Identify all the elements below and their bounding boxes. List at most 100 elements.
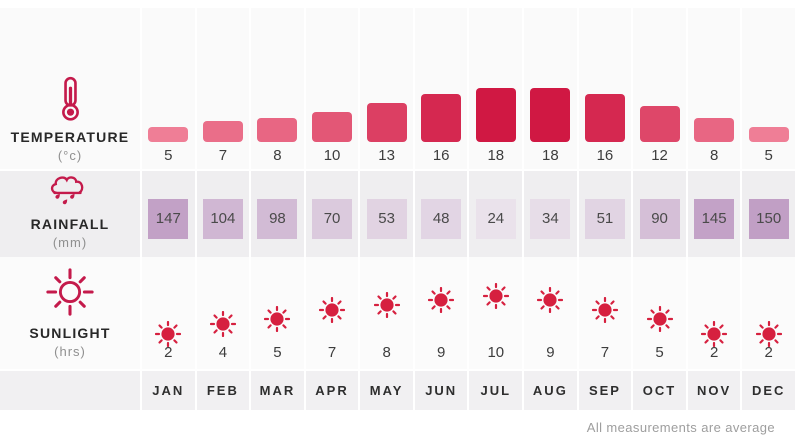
sunlight-cell-mar: 5 (251, 257, 304, 369)
temperature-value: 8 (273, 147, 282, 164)
temperature-bar (639, 106, 680, 142)
temperature-cell-feb: 7 (196, 8, 250, 169)
rainfall-cell-aug: 34 (524, 171, 577, 258)
temperature-bar (421, 94, 462, 142)
month-label-aug: AUG (524, 371, 577, 410)
rainfall-cell-sep: 51 (578, 171, 632, 258)
sunlight-cell-sep: 7 (578, 257, 632, 369)
rainfall-box: 24 (475, 198, 516, 239)
rainfall-cell-jul: 24 (469, 171, 523, 258)
temperature-value: 16 (596, 147, 614, 164)
temperature-unit: (°c) (57, 148, 83, 163)
sunlight-value: 4 (218, 343, 228, 361)
rainfall-cell-jun: 48 (414, 171, 468, 258)
footer-note: All measurements are average (586, 420, 775, 435)
temperature-bar (312, 112, 353, 142)
rainfall-box: 70 (312, 198, 353, 239)
rainfall-box: 53 (366, 198, 407, 239)
sunlight-value: 9 (437, 343, 446, 361)
sunlight-value: 8 (382, 343, 391, 361)
sunlight-value: 7 (327, 343, 337, 361)
rainfall-box: 90 (639, 198, 680, 239)
rainfall-row: RAINFALL (mm) 147 104 98 70 53 48 24 34 51 90 145 150 (0, 171, 795, 258)
sun-icon (45, 266, 95, 318)
sun-value-icon (209, 310, 236, 338)
month-label-may: MAY (360, 371, 413, 410)
sunlight-unit: (hrs) (54, 344, 86, 359)
sun-value-icon (318, 296, 346, 323)
sun-value-icon (155, 320, 182, 347)
temperature-cell-jun: 16 (414, 8, 468, 169)
temperature-value: 5 (164, 147, 173, 164)
temperature-value: 8 (709, 147, 719, 164)
temperature-bar (475, 88, 516, 142)
temperature-bar (257, 118, 298, 142)
rainfall-unit: (mm) (52, 235, 88, 250)
sunlight-cell-aug: 9 (524, 257, 577, 369)
rainfall-box: 48 (421, 198, 462, 239)
sunlight-label: SUNLIGHT (29, 325, 111, 341)
temperature-label-cell: TEMPERATURE (°c) (0, 8, 140, 169)
temperature-value: 18 (542, 147, 559, 164)
rainfall-box: 145 (694, 198, 735, 239)
rainfall-box: 150 (748, 198, 789, 239)
sunlight-value: 2 (764, 343, 773, 361)
sun-value-icon (701, 320, 728, 347)
temperature-value: 12 (651, 147, 668, 164)
sunlight-value: 10 (487, 343, 505, 361)
footer: All measurements are average (0, 410, 795, 448)
sun-value-icon (646, 306, 673, 333)
temperature-row: TEMPERATURE (°c) 5 7 8 10 13 16 18 18 16 12 8 5 (0, 8, 795, 169)
temperature-value: 7 (218, 147, 228, 164)
temperature-cell-may: 13 (360, 8, 413, 169)
sunlight-row: SUNLIGHT (hrs) 2 4 5 7 8 9 10 9 7 5 2 2 (0, 257, 795, 369)
sunlight-value: 7 (600, 343, 610, 361)
rainfall-cell-jan: 147 (142, 171, 195, 258)
rainfall-cell-oct: 90 (633, 171, 686, 258)
sunlight-cell-jun: 9 (414, 257, 468, 369)
rainfall-cell-apr: 70 (305, 171, 359, 258)
temperature-cell-nov: 8 (687, 8, 741, 169)
rainfall-box: 98 (257, 198, 298, 239)
temperature-cell-sep: 16 (578, 8, 632, 169)
rain-cloud-icon (48, 171, 92, 209)
sun-value-icon (591, 296, 619, 323)
rainfall-cell-mar: 98 (251, 171, 304, 258)
sunlight-cell-jan: 2 (142, 257, 195, 369)
temperature-bar (748, 127, 789, 142)
rainfall-cell-may: 53 (360, 171, 413, 258)
sunlight-cell-jul: 10 (469, 257, 523, 369)
temperature-value: 5 (764, 147, 773, 164)
month-label-jan: JAN (142, 371, 195, 410)
month-label-nov: NOV (687, 371, 741, 410)
temperature-value: 13 (378, 147, 395, 164)
sunlight-cell-oct: 5 (633, 257, 686, 369)
month-label-oct: OCT (633, 371, 686, 410)
sun-value-icon (755, 320, 782, 347)
temperature-bar (694, 118, 735, 142)
rainfall-box: 104 (202, 198, 243, 239)
months-row: JAN FEB MAR APR MAY JUN JUL AUG SEP OCT NOV DEC (0, 371, 795, 410)
rainfall-cell-nov: 145 (687, 171, 741, 258)
month-label-apr: APR (305, 371, 359, 410)
temperature-bar (366, 103, 407, 142)
temperature-label: TEMPERATURE (10, 129, 130, 145)
rainfall-box: 34 (530, 198, 571, 239)
sunlight-cell-feb: 4 (196, 257, 250, 369)
sunlight-cell-may: 8 (360, 257, 413, 369)
temperature-value: 18 (487, 147, 505, 164)
rainfall-label: RAINFALL (30, 216, 110, 232)
month-label-sep: SEP (578, 371, 632, 410)
sun-value-icon (537, 287, 564, 314)
temperature-cell-jul: 18 (469, 8, 523, 169)
temperature-cell-aug: 18 (524, 8, 577, 169)
rainfall-cell-feb: 104 (196, 171, 250, 258)
sunlight-cell-nov: 2 (687, 257, 741, 369)
temperature-bar (530, 88, 571, 142)
temperature-cell-dec: 5 (742, 8, 795, 169)
temperature-cell-apr: 10 (305, 8, 359, 169)
sun-value-icon (264, 306, 291, 333)
rainfall-label-cell: RAINFALL (mm) (0, 171, 140, 258)
sun-value-icon (373, 291, 400, 319)
